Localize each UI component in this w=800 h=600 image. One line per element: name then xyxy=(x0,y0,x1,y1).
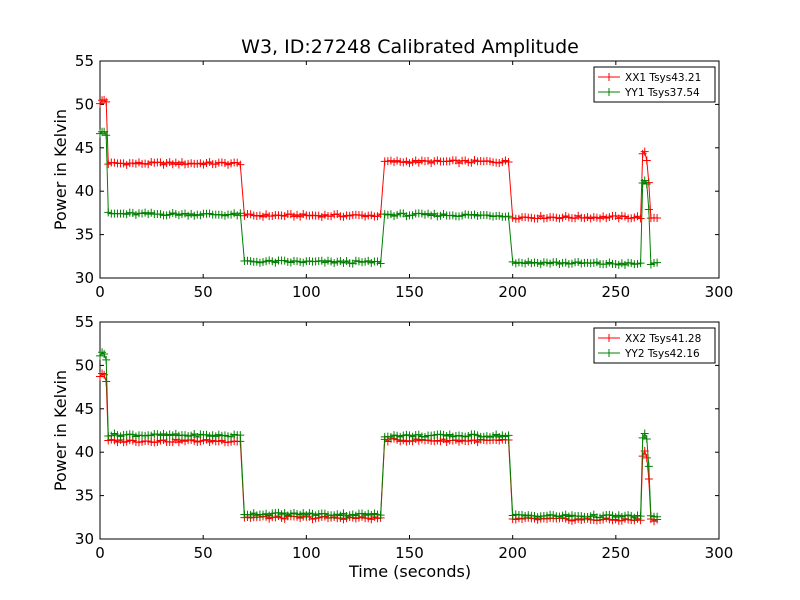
legend-marker xyxy=(605,349,613,357)
legend-label: YY1 Tsys37.54 xyxy=(624,87,700,99)
data-point xyxy=(236,431,245,440)
legend-box xyxy=(593,66,716,103)
data-point xyxy=(100,349,109,358)
series-1 xyxy=(96,95,662,223)
x-tick-label: 200 xyxy=(498,544,527,562)
x-tick-label: 0 xyxy=(95,283,105,301)
data-point xyxy=(653,258,662,267)
x-tick-label: 100 xyxy=(292,544,321,562)
x-tick-label: 150 xyxy=(395,544,424,562)
y-tick-label: 30 xyxy=(75,530,94,548)
data-point xyxy=(102,97,111,106)
legend: XX2 Tsys41.28 YY2 Tsys42.16 xyxy=(593,327,716,364)
data-point xyxy=(96,129,104,138)
data-point xyxy=(640,147,649,156)
data-point xyxy=(638,149,647,158)
x-tick-label: 300 xyxy=(705,283,734,301)
data-point xyxy=(642,156,651,165)
x-tick-label: 250 xyxy=(602,544,631,562)
data-point xyxy=(642,453,651,462)
data-point xyxy=(96,99,104,108)
legend-label: XX2 Tsys41.28 xyxy=(625,333,701,345)
y-tick-label: 55 xyxy=(75,52,94,70)
data-point xyxy=(376,259,385,268)
x-tick-label: 150 xyxy=(395,283,424,301)
x-tick-label: 200 xyxy=(498,283,527,301)
legend-label: XX1 Tsys43.21 xyxy=(625,72,701,84)
data-point xyxy=(636,259,645,268)
legend-marker xyxy=(605,88,613,96)
top-subplot: 0 50 100 150 200 250 300 30 35 40 45 50 55 Power in K… xyxy=(51,52,733,301)
x-tick-label: 50 xyxy=(194,283,213,301)
x-tick-label: 300 xyxy=(705,544,734,562)
series-markers xyxy=(96,348,662,522)
data-point xyxy=(653,213,662,222)
y-tick-label: 35 xyxy=(75,487,94,505)
legend: XX1 Tsys43.21 YY1 Tsys37.54 xyxy=(593,66,716,103)
series-markers xyxy=(96,95,662,223)
data-point xyxy=(644,205,653,214)
x-tick-label: 250 xyxy=(602,283,631,301)
data-point xyxy=(100,127,109,136)
data-point xyxy=(98,369,107,378)
x-tick-label: 100 xyxy=(292,283,321,301)
data-point xyxy=(100,95,109,104)
bottom-subplot: 0 50 100 150 200 250 300 30 35 40 45 50 55 Power in K… xyxy=(51,313,733,562)
x-tick-label: 50 xyxy=(194,544,213,562)
x-tick-label: 0 xyxy=(95,544,105,562)
data-point xyxy=(102,355,111,364)
data-point xyxy=(642,180,651,189)
data-point xyxy=(638,433,647,442)
legend-box xyxy=(593,327,716,364)
data-point xyxy=(98,348,107,357)
y-tick-label: 50 xyxy=(75,356,94,374)
x-axis-label: Time (seconds) xyxy=(348,562,471,581)
y-tick-label: 30 xyxy=(75,269,94,287)
legend-marker xyxy=(605,334,613,342)
y-tick-label: 40 xyxy=(75,443,94,461)
chart-title: W3, ID:27248 Calibrated Amplitude xyxy=(241,36,579,58)
y-axis-label: Power in Kelvin xyxy=(51,109,70,230)
data-point xyxy=(504,157,513,166)
data-point xyxy=(642,435,651,444)
data-point xyxy=(102,377,111,386)
legend-marker xyxy=(605,73,613,81)
data-point xyxy=(636,512,645,521)
y-tick-label: 35 xyxy=(75,226,94,244)
series-markers xyxy=(96,127,662,269)
y-axis-label: Power in Kelvin xyxy=(51,370,70,491)
data-point xyxy=(236,209,245,218)
data-point xyxy=(636,214,645,223)
legend-label: YY2 Tsys42.16 xyxy=(624,348,700,360)
y-tick-label: 40 xyxy=(75,182,94,200)
data-point xyxy=(640,176,649,185)
data-point xyxy=(653,512,662,521)
data-point xyxy=(102,131,111,140)
series-2 xyxy=(96,127,662,269)
data-point xyxy=(96,351,104,360)
y-tick-label: 45 xyxy=(75,400,94,418)
data-point xyxy=(236,160,245,169)
data-point xyxy=(376,511,385,520)
data-point xyxy=(644,462,653,471)
y-tick-label: 50 xyxy=(75,95,94,113)
y-tick-label: 55 xyxy=(75,313,94,331)
series-4 xyxy=(96,348,662,522)
y-tick-label: 45 xyxy=(75,139,94,157)
data-point xyxy=(504,431,513,440)
data-point xyxy=(504,212,513,221)
data-point xyxy=(640,429,649,438)
